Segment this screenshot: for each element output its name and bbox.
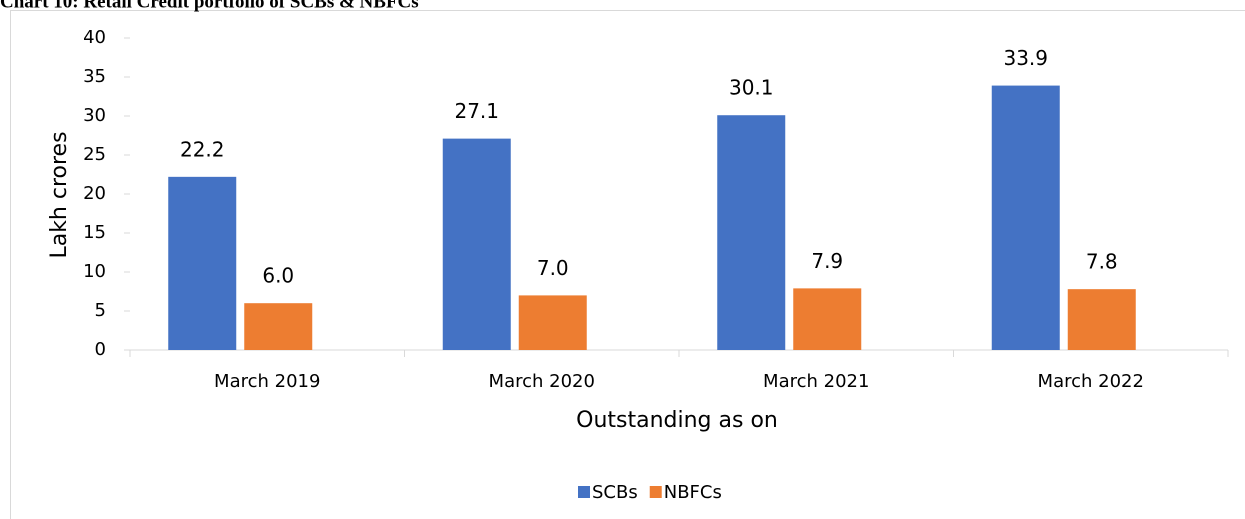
x-axis-title: Outstanding as on (576, 408, 778, 433)
legend-swatch (649, 486, 662, 498)
y-tick-label: 15 (83, 222, 106, 243)
data-label: 33.9 (1003, 46, 1048, 70)
x-tick-label: March 2021 (763, 371, 869, 392)
bar (168, 176, 237, 350)
y-tick-label: 35 (83, 66, 106, 87)
x-tick-label: March 2022 (1038, 371, 1144, 392)
bar (717, 115, 786, 350)
y-tick-label: 5 (95, 300, 106, 321)
bar (991, 85, 1060, 350)
legend-label: NBFCs (664, 482, 722, 503)
chart-border (10, 10, 1245, 519)
bar (518, 295, 587, 350)
bar (1067, 289, 1136, 350)
chart-title: Chart 10: Retail Credit portfolio of SCB… (0, 0, 419, 12)
y-tick-label: 20 (83, 183, 106, 204)
y-tick-label: 30 (83, 105, 106, 126)
legend-swatch (578, 486, 590, 498)
data-label: 22.2 (180, 137, 225, 161)
x-tick-label: March 2020 (489, 371, 595, 392)
y-tick-label: 0 (95, 339, 106, 360)
data-label: 6.0 (262, 264, 294, 288)
legend-label: SCBs (592, 482, 638, 503)
y-tick-label: 10 (83, 261, 106, 282)
bar (793, 288, 862, 350)
y-tick-label: 40 (83, 27, 106, 48)
data-label: 7.0 (537, 256, 569, 280)
data-label: 27.1 (454, 99, 499, 123)
data-label: 7.9 (811, 249, 843, 273)
y-axis-title: Lakh crores (47, 131, 72, 258)
bar (244, 303, 313, 350)
bar (442, 138, 511, 350)
x-tick-label: March 2019 (214, 371, 320, 392)
data-label: 7.8 (1086, 250, 1118, 274)
data-label: 30.1 (729, 76, 774, 100)
y-tick-label: 25 (83, 144, 106, 165)
